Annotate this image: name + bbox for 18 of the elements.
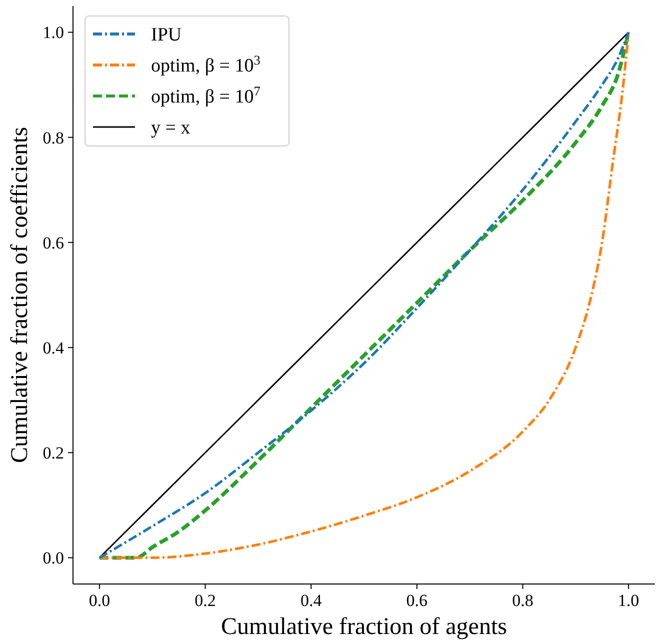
legend-label: optim, β = 10$^{7}$ [151,83,261,108]
x-axis-title: Cumulative fraction of agents [221,614,507,640]
x-tick-label: 1.0 [618,591,640,610]
y-axis-title: Cumulative fraction of coefficients [7,126,33,464]
legend-label: IPU [151,24,182,46]
legend-label: optim, β = 10$^{3}$ [151,52,261,77]
y-tick-label: 0.4 [42,338,64,358]
y-tick-label: 0.8 [42,128,64,148]
legend-label: y = x [151,118,191,139]
x-tick-label: 0.4 [300,591,322,610]
y-tick-label: 0.2 [42,444,64,463]
y-tick-label: 0.6 [42,233,64,252]
x-tick-label: 0.8 [512,591,534,610]
y-tick-label: 1.0 [42,23,64,42]
x-tick-label: 0.6 [406,591,428,610]
y-tick-label: 0.0 [42,548,64,568]
x-tick-label: 0.2 [194,591,216,610]
x-tick-label: 0.0 [88,591,110,610]
